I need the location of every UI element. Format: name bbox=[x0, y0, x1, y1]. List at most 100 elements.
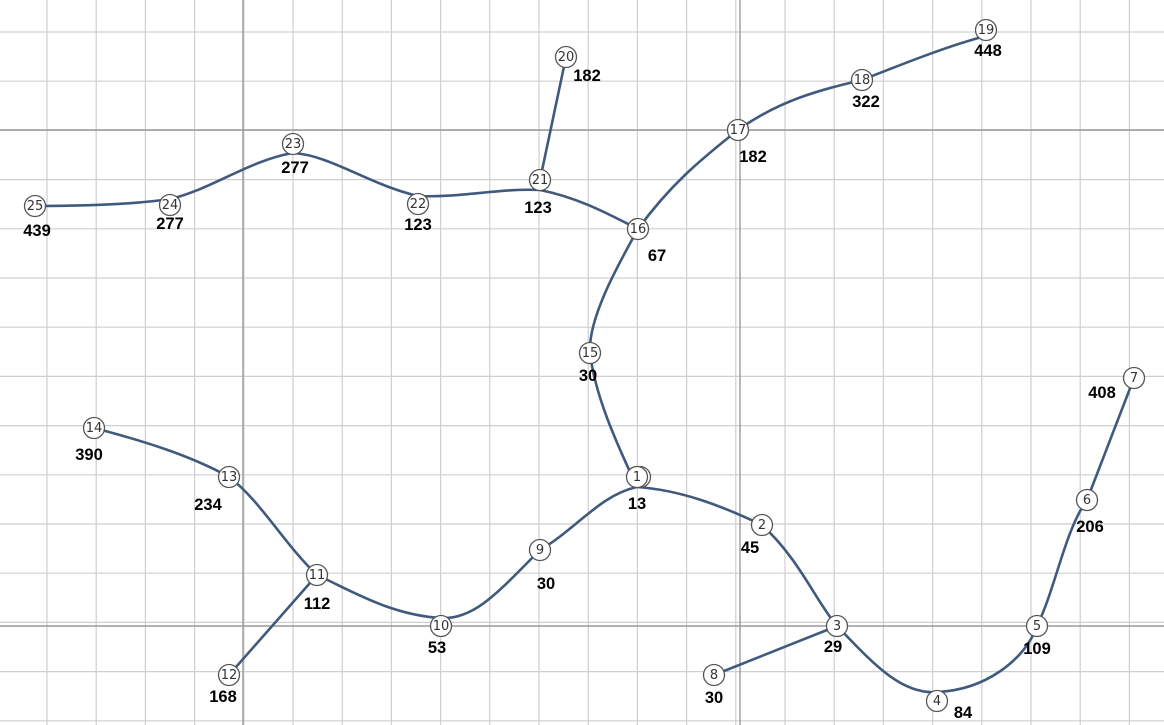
route-main-east bbox=[635, 376, 1136, 694]
node-value-label: 29 bbox=[824, 638, 842, 656]
node-value-label: 30 bbox=[537, 575, 555, 593]
node-id-label: 17 bbox=[730, 123, 747, 138]
node-circle bbox=[305, 563, 329, 587]
node-value-label: 30 bbox=[705, 689, 723, 707]
node-id-label: 21 bbox=[532, 173, 549, 188]
route-main-west bbox=[92, 426, 639, 620]
node-circle bbox=[825, 614, 849, 638]
node-8: 830 bbox=[702, 663, 726, 707]
node-value-label: 30 bbox=[579, 367, 597, 385]
node-id-label: 11 bbox=[309, 568, 326, 583]
node-value-label: 182 bbox=[739, 148, 767, 166]
node-4: 4 84 bbox=[925, 689, 973, 722]
node-value-label: 408 bbox=[1088, 384, 1116, 402]
node-circle bbox=[578, 341, 602, 365]
route-main-north bbox=[588, 34, 988, 489]
node-11: 11 112 bbox=[304, 563, 330, 613]
nodes-layer: 1132453294845109620674088309301053111121… bbox=[23, 18, 1146, 722]
node-circle bbox=[217, 465, 241, 489]
node-value-label: 168 bbox=[209, 688, 237, 706]
node-3: 329 bbox=[824, 614, 849, 656]
node-id-label: 13 bbox=[221, 470, 238, 485]
node-circle bbox=[429, 614, 453, 638]
node-circle bbox=[626, 217, 650, 241]
node-id-label: 12 bbox=[221, 668, 238, 683]
node-id-label: 14 bbox=[86, 421, 103, 436]
node-value-label: 277 bbox=[156, 215, 184, 233]
node-id-label: 5 bbox=[1033, 619, 1041, 634]
node-id-label: 9 bbox=[536, 543, 544, 558]
node-9: 9 30 bbox=[528, 538, 555, 593]
node-id-label: 2 bbox=[758, 518, 766, 533]
node-circle bbox=[750, 513, 774, 537]
node-circle bbox=[925, 689, 949, 713]
node-circle bbox=[554, 45, 578, 69]
node-value-label: 13 bbox=[628, 495, 646, 513]
node-13: 13 234 bbox=[194, 465, 241, 514]
node-circle bbox=[406, 192, 430, 216]
node-id-label: 8 bbox=[710, 668, 718, 683]
node-17: 17 182 bbox=[726, 118, 767, 166]
node-circle bbox=[1075, 488, 1099, 512]
node-id-label: 1 bbox=[633, 470, 641, 485]
node-id-label: 18 bbox=[854, 73, 871, 88]
node-id-label: 24 bbox=[162, 198, 179, 213]
node-value-label: 109 bbox=[1023, 640, 1051, 658]
node-id-label: 7 bbox=[1130, 371, 1138, 386]
node-value-label: 390 bbox=[75, 446, 103, 464]
node-7: 7 408 bbox=[1088, 366, 1146, 402]
node-value-label: 84 bbox=[954, 704, 973, 722]
node-value-label: 206 bbox=[1076, 518, 1104, 536]
node-value-label: 53 bbox=[428, 639, 446, 657]
node-id-label: 23 bbox=[285, 137, 302, 152]
node-circle bbox=[82, 416, 106, 440]
node-id-label: 16 bbox=[630, 222, 647, 237]
node-circle bbox=[726, 118, 750, 142]
node-21: 21 123 bbox=[524, 168, 552, 217]
node-value-label: 45 bbox=[741, 539, 759, 557]
node-value-label: 448 bbox=[974, 42, 1002, 60]
node-circle bbox=[281, 132, 305, 156]
node-value-label: 67 bbox=[648, 247, 666, 265]
node-id-label: 15 bbox=[582, 346, 599, 361]
node-circle bbox=[625, 465, 649, 489]
node-circle bbox=[974, 18, 998, 42]
node-value-label: 182 bbox=[573, 67, 601, 85]
node-id-label: 20 bbox=[558, 50, 575, 65]
node-value-label: 234 bbox=[194, 496, 222, 514]
route-branch-12 bbox=[227, 573, 319, 677]
node-6: 6 206 bbox=[1075, 488, 1104, 536]
node-id-label: 6 bbox=[1083, 493, 1091, 508]
route-north-west bbox=[33, 151, 640, 231]
node-1: 1 13 bbox=[625, 465, 652, 513]
node-id-label: 22 bbox=[410, 197, 427, 212]
edges-layer bbox=[33, 34, 1136, 694]
node-id-label: 25 bbox=[27, 199, 44, 214]
node-circle bbox=[850, 68, 874, 92]
node-value-label: 322 bbox=[852, 93, 880, 111]
node-14: 14 390 bbox=[75, 416, 106, 464]
route-branch-20 bbox=[538, 55, 568, 182]
node-circle bbox=[1025, 614, 1049, 638]
node-id-label: 3 bbox=[833, 619, 841, 634]
node-value-label: 277 bbox=[281, 159, 309, 177]
node-25: 25 439 bbox=[23, 194, 51, 240]
route-branch-8 bbox=[712, 624, 839, 677]
node-id-label: 19 bbox=[978, 23, 995, 38]
node-value-label: 439 bbox=[23, 222, 51, 240]
node-circle bbox=[1122, 366, 1146, 390]
node-circle bbox=[217, 663, 241, 687]
